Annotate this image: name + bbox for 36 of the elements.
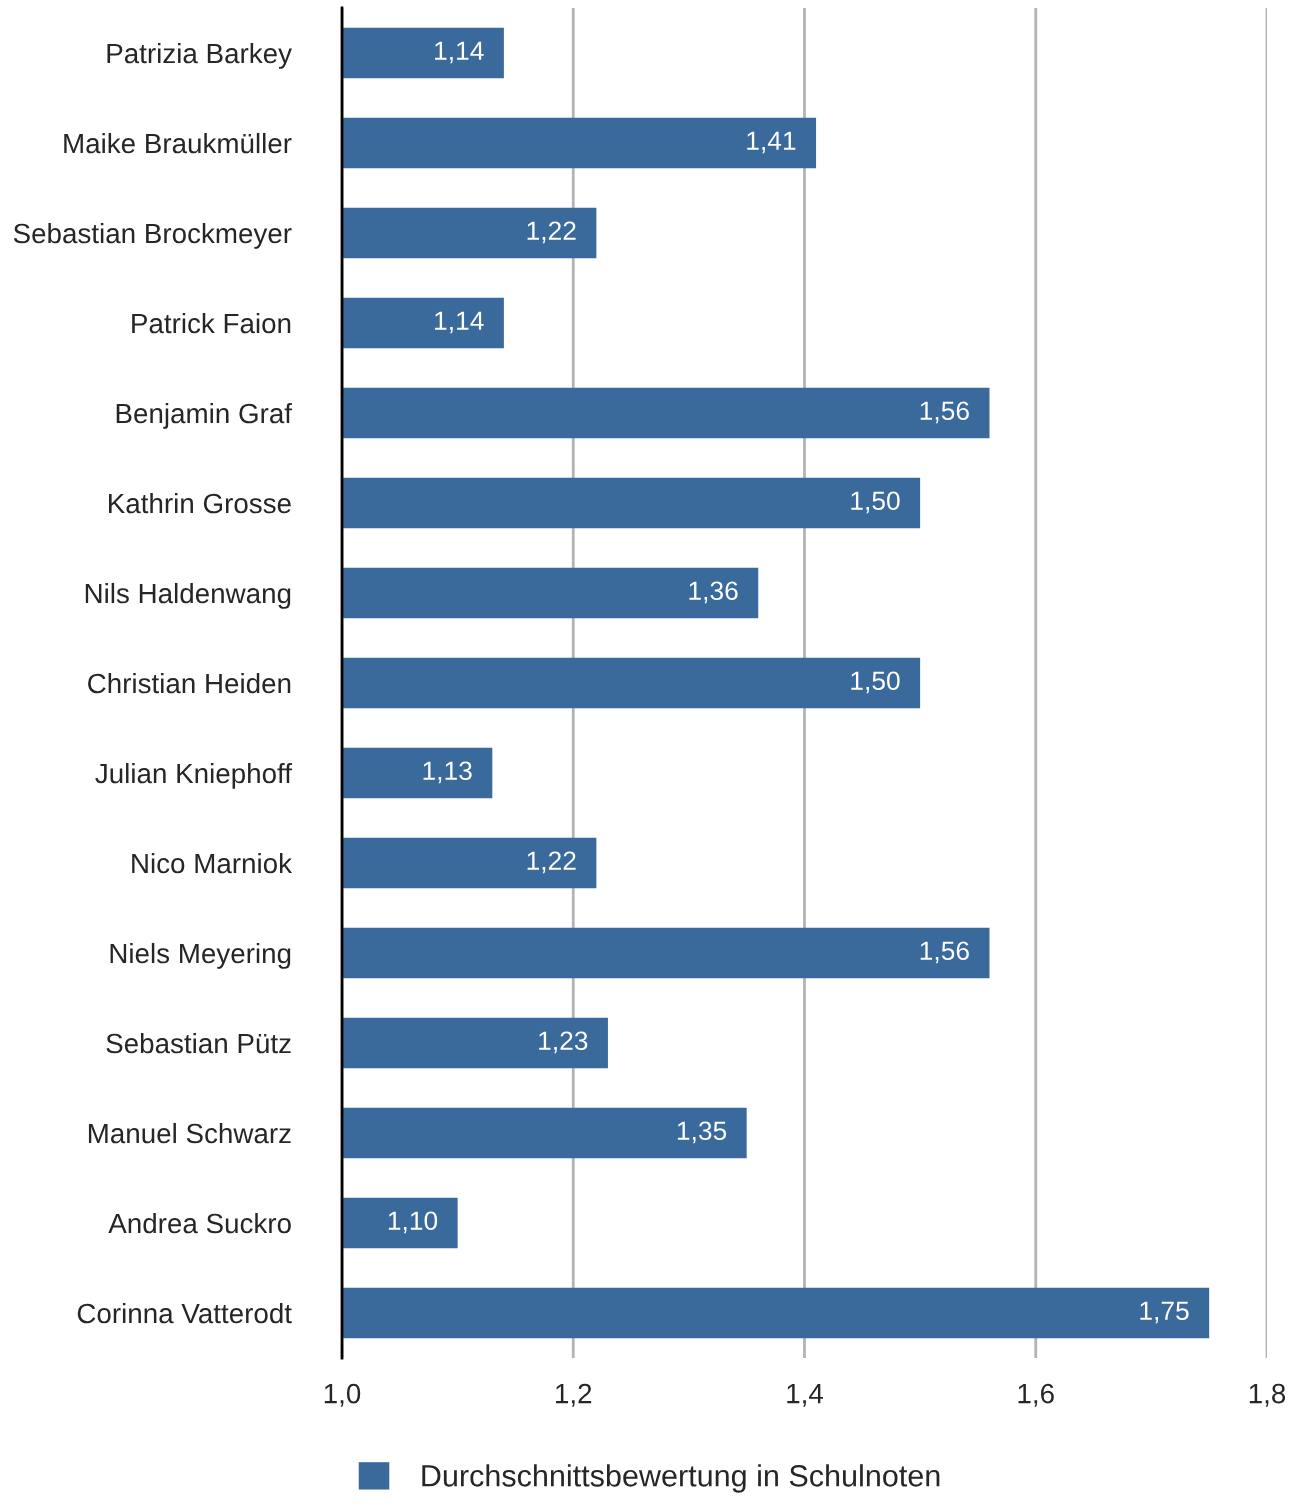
y-tick-label: Nils Haldenwang [85,582,291,609]
data-label: 1,22 [527,221,576,244]
x-tick-label: 1,6 [1018,1383,1054,1407]
data-label: 1,14 [435,41,484,64]
data-label: 1,56 [920,941,969,964]
data-label: 1,14 [435,311,484,334]
y-tick-label: Andrea Suckro [108,1212,291,1234]
y-tick-label: Julian Kniephoff [95,762,293,789]
data-label: 1,13 [423,761,472,784]
data-label: 1,22 [527,851,576,874]
y-tick-label: Niels Meyering [110,942,291,969]
y-tick-label: Patrick Faion [132,312,291,334]
y-tick-label: Maike Braukmüller [64,132,292,154]
data-label: 1,35 [677,1121,727,1144]
data-label: 1,10 [388,1211,438,1234]
y-tick-label: Corinna Vatterodt [77,1302,292,1324]
y-tick-label: Sebastian Brockmeyer [13,222,292,249]
y-tick-label: Nico Marniok [132,852,293,874]
data-label: 1,75 [1140,1301,1189,1324]
data-label: 1,36 [689,581,738,604]
data-label: 1,50 [851,671,900,694]
y-tick-label: Benjamin Graf [116,402,293,429]
data-label: 1,23 [539,1031,588,1054]
y-tick-label: Manuel Schwarz [88,1122,291,1144]
x-tick-label: 1,0 [324,1383,361,1407]
data-label: 1,56 [920,401,969,424]
x-tick-label: 1,8 [1249,1383,1286,1407]
legend-label: Durchschnittsbewertung in Schulnoten [422,1464,940,1493]
x-tick-label: 1,4 [787,1384,823,1407]
data-label: 1,50 [851,491,900,514]
x-tick-label: 1,2 [556,1383,592,1407]
y-tick-label: Christian Heiden [88,672,291,694]
data-label: 1,41 [747,131,796,154]
y-tick-label: Patrizia Barkey [107,42,292,69]
y-tick-label: Kathrin Grosse [109,492,291,514]
y-tick-label: Sebastian Pütz [106,1032,291,1054]
